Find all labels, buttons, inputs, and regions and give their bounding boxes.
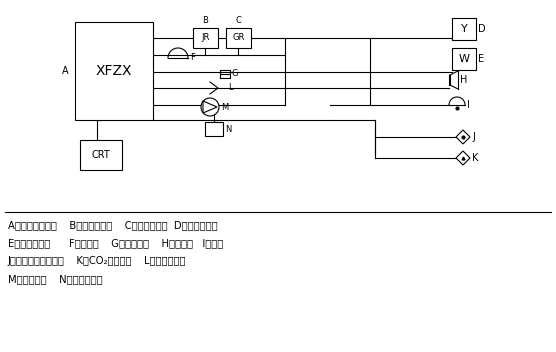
Text: F: F	[190, 54, 195, 63]
Bar	[452, 48, 476, 70]
Text: A: A	[62, 66, 69, 76]
Text: K: K	[472, 153, 478, 163]
Circle shape	[201, 98, 219, 116]
Text: I: I	[467, 100, 470, 110]
Text: N: N	[225, 125, 231, 133]
Text: GR: GR	[232, 33, 245, 43]
Text: C: C	[236, 16, 241, 25]
Text: E、感温探测器      F、通风口    G、消防广播    H、扬声器   I、电话: E、感温探测器 F、通风口 G、消防广播 H、扬声器 I、电话	[8, 238, 224, 248]
Text: B: B	[202, 16, 208, 25]
Text: A、消防控制中心    B、报警控制器    C、楼层显示器  D、感烟探测器: A、消防控制中心 B、报警控制器 C、楼层显示器 D、感烟探测器	[8, 220, 217, 230]
Bar	[452, 18, 476, 40]
Text: L: L	[228, 83, 232, 93]
Text: W: W	[459, 54, 469, 64]
Bar	[75, 22, 153, 120]
Text: CRT: CRT	[92, 150, 111, 160]
Text: J、自动喷水灭火系统    K、CO₂灭火系统    L、疏散指示灯: J、自动喷水灭火系统 K、CO₂灭火系统 L、疏散指示灯	[8, 256, 186, 266]
Text: Y: Y	[460, 24, 468, 34]
Bar	[226, 28, 251, 48]
Text: M、消防水泵    N、防火卷帘门: M、消防水泵 N、防火卷帘门	[8, 274, 103, 284]
Text: H: H	[460, 75, 468, 85]
Text: XFZX: XFZX	[96, 64, 132, 78]
Text: JR: JR	[201, 33, 210, 43]
Text: G: G	[232, 69, 239, 78]
Text: J: J	[472, 132, 475, 142]
Text: M: M	[221, 102, 229, 112]
Bar	[193, 28, 218, 48]
Text: E: E	[478, 54, 484, 64]
Text: D: D	[478, 24, 485, 34]
Bar	[205, 122, 223, 136]
Bar	[80, 140, 122, 170]
